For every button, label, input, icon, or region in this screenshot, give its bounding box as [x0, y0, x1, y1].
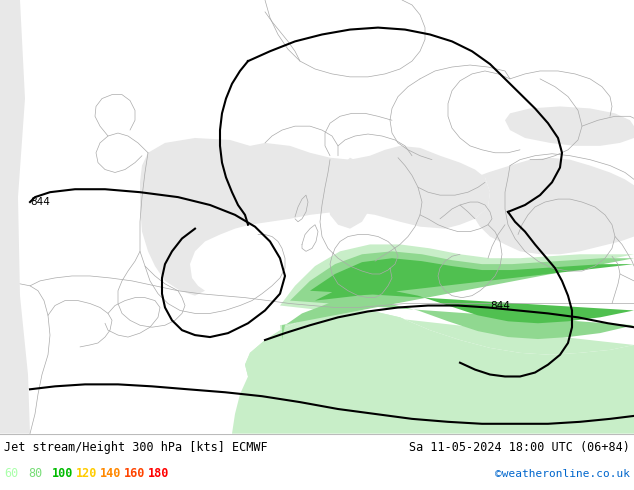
Text: ©weatheronline.co.uk: ©weatheronline.co.uk	[495, 469, 630, 479]
Text: 140: 140	[100, 467, 121, 480]
Text: 60: 60	[4, 467, 18, 480]
Text: 80: 80	[28, 467, 42, 480]
Polygon shape	[328, 158, 372, 229]
Text: 844: 844	[30, 197, 50, 207]
Polygon shape	[232, 311, 634, 434]
Polygon shape	[310, 258, 634, 323]
Text: Sa 11-05-2024 18:00 UTC (06+84): Sa 11-05-2024 18:00 UTC (06+84)	[409, 441, 630, 454]
Polygon shape	[475, 158, 634, 254]
Polygon shape	[245, 245, 634, 389]
Text: 844: 844	[490, 300, 510, 311]
Text: 120: 120	[76, 467, 98, 480]
Polygon shape	[140, 138, 490, 295]
Polygon shape	[505, 106, 634, 146]
Text: 180: 180	[148, 467, 169, 480]
Text: 160: 160	[124, 467, 145, 480]
Polygon shape	[0, 0, 30, 434]
Text: 100: 100	[52, 467, 74, 480]
Text: Jet stream/Height 300 hPa [kts] ECMWF: Jet stream/Height 300 hPa [kts] ECMWF	[4, 441, 268, 454]
Polygon shape	[282, 251, 634, 340]
